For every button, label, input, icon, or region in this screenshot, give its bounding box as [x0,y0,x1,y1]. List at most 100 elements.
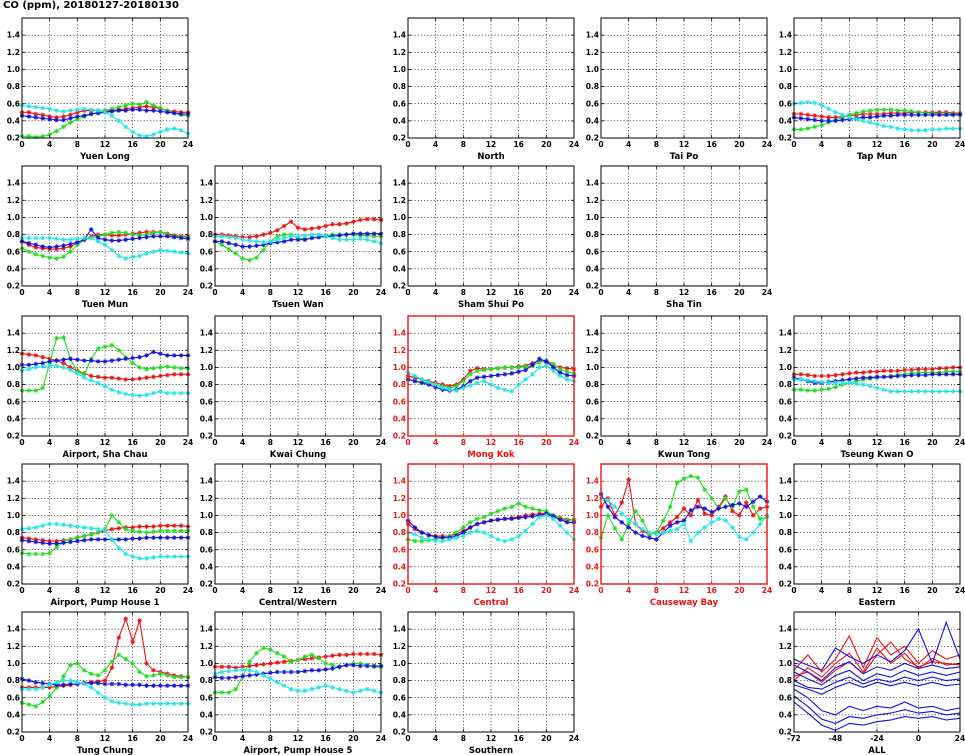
data-point-blue [805,116,811,122]
data-point-cyan [233,667,239,673]
y-tick-label: 1.4 [7,329,20,338]
data-point-red [144,661,149,666]
data-point-cyan [853,116,859,122]
data-point-blue [867,115,873,120]
panel-tuen-mun: 0 4 8 12 16 20 24 0.2 0.4 0.6 0.8 1.0 1.2 1.4 Tuen Mun [7,165,193,310]
data-point-green [833,384,838,390]
data-point-blue [674,519,680,525]
y-tick-label: 1.0 [779,659,792,668]
data-point-cyan [171,554,177,559]
y-tick-label: 0.6 [7,247,20,256]
data-point-blue [860,375,866,381]
y-tick-label: 1.0 [393,213,406,222]
data-point-blue [61,682,66,688]
data-point-green [116,519,122,525]
data-point-cyan [550,368,556,374]
y-tick-label: 0.6 [200,693,213,702]
x-tick-label: 24 [762,288,772,297]
y-tick-label: 1.2 [7,48,20,57]
data-point-blue [240,673,245,679]
data-point-green [254,650,259,656]
data-point-red [102,375,108,381]
data-point-blue [268,670,273,676]
data-point-red [674,514,680,520]
data-point-cyan [40,364,46,369]
y-tick-label: 1.2 [393,494,406,503]
y-tick-label: 0.2 [586,432,599,441]
data-point-green [40,133,46,139]
data-point-cyan [688,538,694,544]
data-point-green [902,108,907,113]
y-tick-label: 0.6 [586,99,599,108]
data-point-cyan [447,387,452,393]
data-point-green [495,508,501,514]
y-tick-label: 1.0 [393,659,406,668]
data-point-cyan [626,517,631,523]
data-point-cyan [440,538,445,544]
data-point-blue [75,114,80,119]
data-point-red [819,114,824,119]
x-tick-label: 4 [47,288,52,297]
data-point-cyan [171,126,177,131]
data-point-blue [461,530,466,535]
y-tick-label: 1.0 [393,65,406,74]
x-tick-label: 8 [75,140,80,149]
panel-mong-kok: 0 4 8 12 16 20 24 0.2 0.4 0.6 0.8 1.0 1.2 1.4 Mong Kok [393,315,579,460]
x-tick-label: 16 [127,438,137,447]
data-point-cyan [102,528,108,534]
x-tick-label: 24 [762,586,772,595]
x-tick-label: 16 [513,288,523,297]
data-point-blue [95,359,101,364]
data-point-green [68,662,73,668]
data-point-red [316,225,322,231]
data-point-cyan [47,106,52,112]
data-point-green [109,513,115,518]
data-point-blue [158,109,163,114]
x-tick-label: 20 [541,586,551,595]
data-point-green [302,654,308,659]
data-point-blue [81,113,87,119]
data-point-cyan [54,108,59,113]
data-point-blue [467,378,473,384]
data-point-cyan [164,554,170,559]
y-tick-label: 0.6 [393,693,406,702]
x-tick-label: 8 [461,140,466,149]
data-point-blue [171,110,177,116]
data-point-cyan [95,380,101,386]
data-point-blue [488,373,494,379]
y-tick-label: 0.6 [779,693,792,702]
data-point-blue [412,525,418,530]
x-tick-label: 16 [320,288,330,297]
data-point-green [144,99,149,105]
data-point-green [888,107,894,113]
data-point-green [495,365,501,371]
x-tick-label: 20 [734,586,744,595]
y-tick-label: 0.2 [7,282,20,291]
data-point-blue [316,667,322,673]
y-tick-label: 0.2 [7,432,20,441]
data-point-green [412,538,418,544]
data-point-green [226,246,232,252]
data-point-cyan [812,378,818,384]
y-tick-label: 1.2 [586,196,599,205]
data-point-blue [930,112,935,118]
data-point-cyan [902,389,907,394]
data-point-blue [26,114,32,119]
x-tick-label: 0 [405,288,410,297]
data-point-green [550,361,556,367]
data-point-red [847,371,852,376]
y-tick-label: 0.8 [393,380,406,389]
data-point-blue [137,536,142,541]
data-point-blue [26,538,32,544]
x-tick-label: 8 [75,734,80,743]
panel-label: North [477,152,504,162]
y-tick-label: 0.8 [779,82,792,91]
data-point-red [323,654,328,659]
x-tick-label: 0 [598,438,603,447]
data-point-green [812,124,818,130]
data-point-red [164,372,170,378]
y-tick-label: 1.4 [586,329,599,338]
x-tick-label: 16 [127,140,137,149]
y-tick-label: 1.2 [7,494,20,503]
